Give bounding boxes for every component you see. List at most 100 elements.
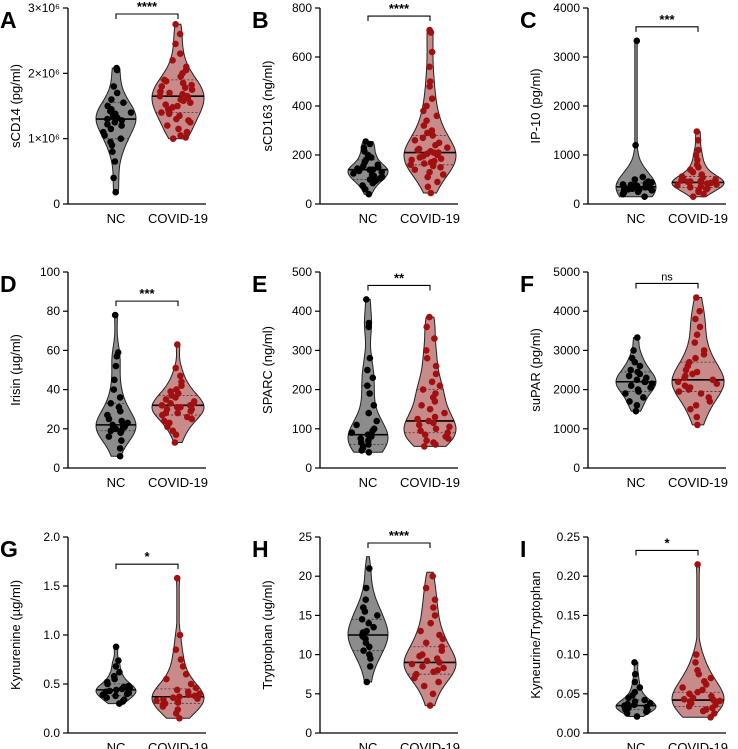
data-point — [115, 657, 122, 664]
violin-nc — [615, 40, 657, 198]
y-tick-label: 100 — [292, 422, 312, 436]
data-point — [435, 149, 442, 156]
data-point — [175, 125, 182, 133]
data-point — [420, 160, 428, 167]
panel-c: C IP-10 (pg/ml) 0 1000 2000 3000 4000 NC COVID-1… — [520, 1, 728, 226]
data-point — [707, 179, 715, 187]
y-tick-label: 0 — [305, 461, 312, 475]
data-point — [113, 89, 121, 97]
y-tick-label: 500 — [292, 265, 312, 279]
y-axis-label: SPARC (ng/ml) — [260, 326, 275, 414]
data-point — [713, 181, 720, 188]
y-axis-label: suPAR (pg/ml) — [528, 328, 543, 412]
data-point — [647, 699, 654, 707]
data-point — [116, 445, 124, 452]
data-point — [158, 109, 165, 116]
data-point — [632, 141, 639, 149]
data-point — [421, 431, 429, 439]
data-point — [177, 132, 184, 139]
y-tick-label: 0.0 — [43, 726, 60, 740]
data-point — [435, 678, 442, 686]
data-point — [176, 112, 183, 120]
data-point — [694, 137, 702, 144]
data-point — [417, 627, 424, 635]
data-point — [103, 678, 111, 686]
data-point — [125, 682, 133, 690]
data-point — [174, 102, 181, 110]
data-point — [365, 409, 373, 417]
y-axis-label: Tryptophan (ug/ml) — [260, 580, 275, 689]
data-point — [633, 376, 641, 384]
data-point — [365, 619, 373, 627]
category-label: COVID-19 — [400, 740, 460, 749]
y-tick-label: 200 — [292, 383, 312, 397]
data-point — [104, 121, 111, 128]
data-point — [118, 122, 125, 129]
data-point — [176, 30, 184, 38]
panel-h: H Tryptophan (ug/ml) 0 5 10 15 20 25 NC COVID-19 *… — [252, 528, 460, 749]
data-point — [624, 700, 631, 708]
y-tick-label: 0.25 — [557, 530, 581, 544]
data-point — [111, 376, 118, 384]
data-point — [700, 190, 707, 198]
data-point — [109, 421, 116, 429]
data-point — [174, 341, 181, 348]
y-axis-label: IP-10 (pg/ml) — [528, 68, 543, 143]
data-point — [420, 107, 427, 115]
data-point — [173, 403, 181, 411]
y-tick-label: 0 — [573, 197, 580, 211]
significance-label: ns — [661, 271, 673, 283]
data-point — [426, 168, 433, 176]
panel-g: G Kynurenine (µg/ml) 0.0 0.5 1.0 1.5 2.0 NC COVI… — [0, 530, 208, 749]
data-point — [370, 623, 377, 631]
data-point — [160, 696, 167, 703]
data-point — [689, 193, 697, 200]
data-point — [693, 128, 701, 135]
y-tick-label: 0 — [53, 197, 60, 211]
y-tick-label: 10 — [299, 648, 313, 662]
data-point — [631, 176, 639, 183]
data-point — [633, 713, 641, 720]
data-point — [408, 660, 416, 668]
data-point — [107, 138, 114, 146]
data-point — [648, 380, 656, 388]
data-point — [115, 403, 123, 411]
data-point — [427, 148, 434, 155]
data-point — [431, 596, 439, 603]
data-point — [634, 334, 641, 341]
data-point — [619, 181, 627, 188]
y-tick-label: 20 — [47, 422, 61, 436]
y-tick-label: 60 — [47, 343, 61, 357]
y-tick-label: 0.15 — [557, 608, 581, 622]
data-point — [425, 417, 433, 425]
data-point — [423, 347, 430, 354]
data-point — [110, 672, 118, 680]
category-label: COVID-19 — [148, 475, 208, 490]
data-point — [680, 696, 688, 703]
data-point — [117, 135, 125, 142]
data-point — [641, 696, 648, 704]
data-point — [433, 112, 441, 120]
data-point — [693, 368, 701, 376]
data-point — [164, 122, 171, 129]
data-point — [700, 347, 708, 354]
data-point — [176, 631, 184, 639]
y-tick-label: 5000 — [553, 265, 580, 279]
significance-label: *** — [659, 12, 675, 27]
data-point — [363, 678, 371, 686]
data-point — [711, 710, 718, 717]
data-point — [185, 117, 192, 124]
data-point — [411, 166, 419, 173]
data-point — [107, 400, 115, 407]
data-point — [692, 659, 699, 666]
significance-label: *** — [139, 286, 155, 301]
data-point — [184, 413, 191, 421]
data-point — [686, 358, 693, 366]
panel-letter: E — [252, 271, 267, 297]
data-point — [120, 683, 128, 691]
y-tick-label: 80 — [47, 304, 61, 318]
data-point — [427, 619, 435, 627]
data-point — [439, 171, 447, 178]
